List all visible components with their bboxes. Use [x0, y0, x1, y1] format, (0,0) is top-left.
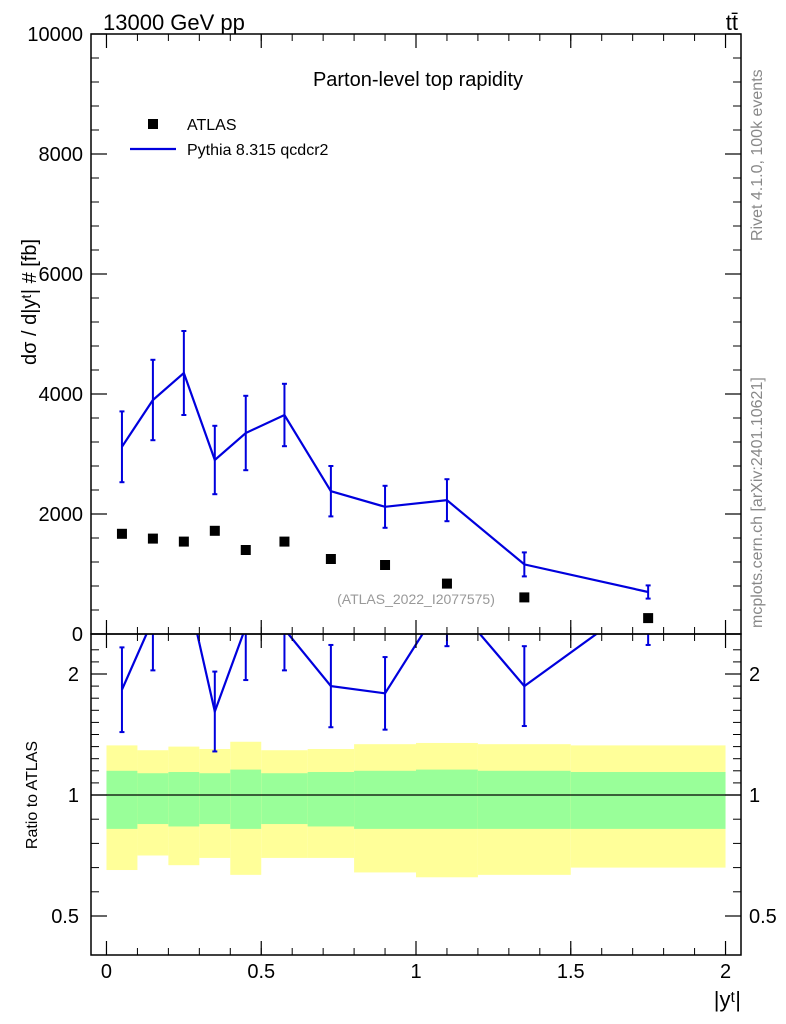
uncertainty-band-inner [307, 772, 355, 827]
rivet-label: Rivet 4.1.0, 100k events [749, 69, 766, 241]
uncertainty-band-inner [570, 772, 726, 829]
uncertainty-band-inner [230, 769, 262, 829]
main-panel: Parton-level top rapidity dσ / d|yᵗ| # [… [19, 24, 742, 646]
uncertainty-band-inner [106, 770, 138, 829]
main-y-tick-label: 8000 [39, 144, 84, 166]
x-tick-labels: 0 0.5 1 1.5 2 [101, 961, 731, 983]
process-label: tt̄ [726, 10, 738, 35]
legend-atlas-label: ATLAS [187, 117, 237, 134]
main-y-tick-labels: 0 2000 4000 6000 8000 10000 [27, 24, 83, 646]
main-y-tick-label: 0 [72, 624, 83, 646]
uncertainty-band-inner [137, 773, 169, 825]
main-y-axis-label: dσ / d|yᵗ| # [fb] [19, 239, 41, 365]
ratio-y-tick-label: 0.5 [51, 906, 79, 928]
uncertainty-band-inner [477, 770, 571, 829]
data-point [380, 560, 391, 570]
ratio-y-tick-label-right: 0.5 [749, 906, 777, 928]
main-y-tick-label: 6000 [39, 264, 84, 286]
uncertainty-band-inner [416, 769, 478, 829]
data-point [240, 545, 251, 555]
x-tick-label: 2 [720, 961, 731, 983]
mc-series [119, 330, 651, 600]
main-y-tick-label: 2000 [39, 504, 84, 526]
main-y-tick-label: 10000 [27, 24, 83, 46]
mc-line [121, 371, 649, 594]
ratio-panel: 0.5 0.5 1 1 2 2 0 0.5 1 1.5 2 Ratio to ATLAS |yᵗ| [24, 633, 777, 1012]
ratio-mc-series [119, 634, 651, 753]
ratio-y-axis-label: Ratio to ATLAS [24, 741, 41, 849]
ratio-y-tick-label: 1 [68, 785, 79, 807]
x-tick-label: 0 [101, 961, 112, 983]
data-point [519, 592, 530, 603]
energy-label: 13000 GeV pp [103, 10, 245, 35]
main-y-tick-label: 4000 [39, 384, 84, 406]
data-point [643, 613, 654, 624]
legend-mc-label: Pythia 8.315 qcdcr2 [187, 142, 329, 159]
uncertainty-band-inner [168, 772, 200, 827]
data-point [325, 554, 336, 564]
legend: ATLAS Pythia 8.315 qcdcr2 [130, 117, 329, 159]
uncertainty-band-inner [261, 773, 308, 825]
x-axis-label: |yᵗ| [714, 987, 741, 1012]
analysis-watermark: (ATLAS_2022_I2077575) [337, 591, 495, 607]
ratio-bands [106, 741, 726, 878]
data-point [116, 528, 127, 539]
legend-data-marker [148, 119, 158, 129]
data-point [178, 536, 189, 547]
data-point [441, 578, 452, 589]
ratio-frame [90, 633, 742, 956]
ratio-clipped [119, 634, 651, 753]
mcplots-label: mcplots.cern.ch [arXiv:2401.10621] [749, 377, 766, 628]
ratio-y-tick-label-right: 1 [749, 785, 760, 807]
data-point [209, 525, 220, 536]
uncertainty-band-inner [354, 770, 416, 829]
plot-title: Parton-level top rapidity [313, 69, 523, 91]
uncertainty-band-inner [199, 773, 231, 825]
data-point [147, 533, 158, 544]
x-tick-label: 1.5 [557, 961, 585, 983]
x-tick-label: 0.5 [247, 961, 275, 983]
x-tick-label: 1 [410, 961, 421, 983]
ratio-y-tick-labels: 0.5 0.5 1 1 2 2 [51, 664, 777, 928]
data-series [116, 525, 654, 624]
ratio-ticks [91, 634, 741, 955]
data-point [279, 536, 290, 547]
ratio-y-tick-label: 2 [68, 664, 79, 686]
ratio-y-tick-label-right: 2 [749, 664, 760, 686]
